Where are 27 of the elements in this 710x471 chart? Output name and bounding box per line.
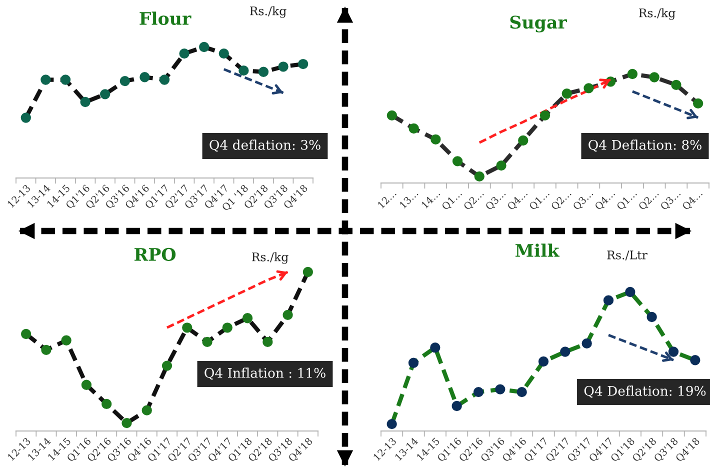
x-tick-label: Q1…: [441, 189, 464, 212]
text: Rs./Ltr: [607, 250, 648, 260]
x-tick-label: Q1…: [528, 189, 551, 212]
text: Rs./kg: [250, 6, 286, 18]
chart-title: Sugar: [510, 16, 568, 32]
chart-title: Flour: [140, 12, 192, 26]
chart-title: Milk: [516, 244, 560, 257]
x-tick-label: Q3…: [660, 189, 682, 212]
x-tick-label: Q2…: [550, 189, 572, 212]
x-tick-label: Q4…: [682, 189, 704, 212]
annotation: Q4 Inflation : 11%: [204, 368, 326, 380]
x-tick-label: 12…: [377, 189, 397, 209]
x-tick-label: Q2…: [638, 189, 660, 212]
x-tick-label: Q4…: [594, 189, 616, 212]
annotation: Q4 deflation: 3%: [210, 140, 320, 152]
annotation: Q4 Deflation: 19%: [584, 386, 706, 398]
x-tick-label: Q3…: [572, 189, 594, 212]
x-tick-label: 13…: [399, 189, 418, 209]
x-tick-label: 14…: [421, 189, 440, 209]
text: Rs./kg: [252, 252, 288, 264]
text: Rs./kg: [638, 8, 676, 20]
x-tick-label: Q2…: [463, 189, 486, 212]
chart-title: RPO: [134, 248, 176, 262]
x-tick-label: Q1…: [616, 189, 638, 212]
annotation: Q4 Deflation: 8%: [588, 140, 702, 152]
x-tick-label: Q3…: [484, 189, 507, 212]
x-tick-label: Q4…: [506, 189, 529, 212]
